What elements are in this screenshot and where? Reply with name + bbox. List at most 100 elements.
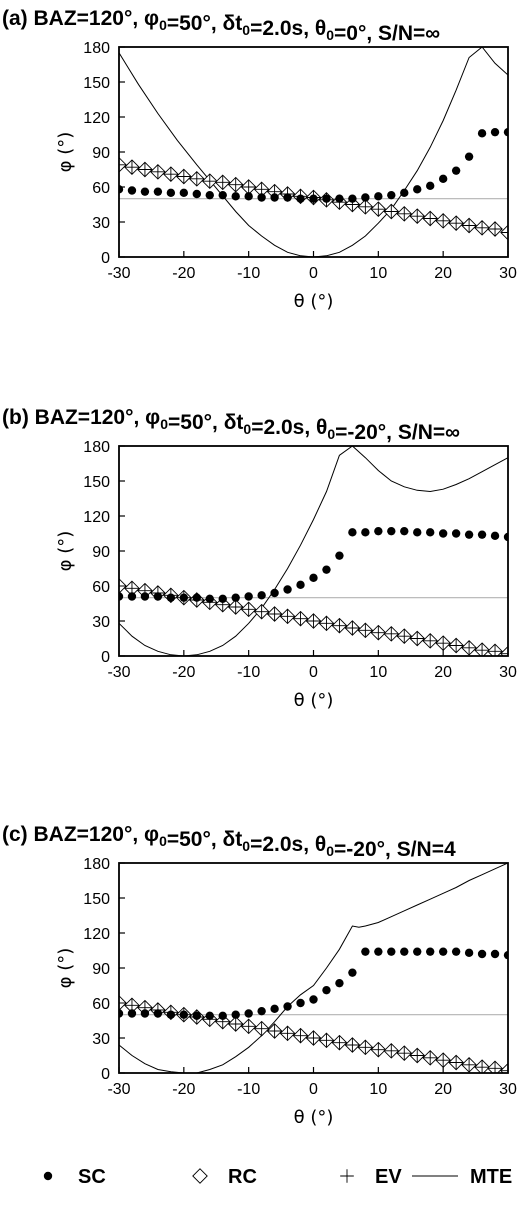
title-subscript: 0 (159, 833, 167, 849)
title-subscript: 0 (242, 838, 250, 854)
x-tick-label: 0 (309, 664, 318, 681)
ev-point (190, 172, 204, 186)
sc-point (166, 188, 176, 198)
plot-data (119, 446, 508, 656)
sc-point (231, 192, 240, 201)
title-segment: =50°, δt (167, 12, 242, 35)
x-axis-label: θ (°) (294, 291, 334, 312)
ev-point (423, 634, 437, 648)
y-axis-label: φ (°) (55, 531, 76, 572)
x-tick-label: -10 (237, 265, 260, 282)
sc-point (296, 998, 305, 1008)
sc-point (309, 194, 318, 203)
title-segment: =50°, δt (168, 411, 243, 434)
sc-point (477, 530, 487, 539)
sc-point (244, 592, 253, 601)
ev-point (119, 158, 126, 172)
sc-point (387, 526, 396, 536)
legend-item-mte: MTE (412, 1166, 512, 1188)
x-tick-label: -30 (107, 265, 130, 282)
sc-point (296, 580, 305, 590)
y-tick-label: 90 (92, 961, 110, 978)
y-tick-label: 60 (92, 996, 110, 1013)
title-segment: =50°, δt (167, 828, 242, 851)
x-tick-label: -10 (237, 1081, 260, 1098)
sc-point (400, 526, 409, 536)
chart-panels: (a) BAZ=120°, φ0=50°, δt0=2.0s, θ0=0°, S… (2, 7, 517, 1128)
plot-frame (118, 46, 509, 258)
x-tick-label: 0 (309, 1081, 318, 1098)
sc-point (503, 127, 508, 137)
sc-point (451, 166, 461, 175)
sc-point (400, 188, 409, 198)
ev-point (319, 616, 334, 631)
sc-point (283, 1002, 292, 1011)
ev-point (125, 160, 139, 174)
title-segment: =2.0s, θ (251, 416, 327, 439)
sc-point (374, 947, 383, 956)
title-segment: (a) BAZ=120°, φ (2, 7, 159, 30)
x-axis-label: θ (°) (294, 690, 334, 711)
ev-point (280, 1026, 295, 1041)
ev-point (475, 221, 489, 235)
sc-point (244, 192, 253, 201)
y-tick-label: 120 (83, 509, 110, 526)
mte-line (119, 863, 508, 1073)
y-tick-label: 30 (92, 614, 110, 631)
ev-point (228, 600, 243, 614)
y-tick-label: 30 (92, 1031, 110, 1048)
ev-point (462, 218, 476, 233)
title-subscript: 0 (326, 27, 334, 43)
sc-point (166, 1010, 176, 1019)
sc-point (166, 593, 176, 602)
x-tick-label: 30 (499, 664, 517, 681)
sc-point (335, 194, 344, 203)
sc-point (270, 1004, 279, 1014)
sc-point (503, 532, 508, 542)
ev-point (397, 207, 412, 221)
sc-point (257, 1006, 266, 1016)
ev-point (436, 636, 450, 650)
sc-point (283, 585, 292, 594)
mte-line (119, 446, 508, 656)
title-segment: =-20°, S/N=4 (334, 838, 456, 861)
ev-point (501, 1063, 508, 1073)
sc-point (464, 530, 474, 539)
ev-point (462, 1058, 476, 1072)
x-tick-label: 30 (499, 265, 517, 282)
legend-marker (340, 1169, 354, 1183)
ev-point (423, 1051, 437, 1065)
sc-point (205, 594, 214, 604)
ev-point (436, 214, 450, 228)
y-tick-label: 180 (83, 439, 110, 456)
plot-frame (118, 445, 509, 657)
ev-point (319, 1033, 334, 1048)
y-tick-label: 0 (101, 649, 110, 666)
x-tick-label: -20 (172, 265, 195, 282)
sc-point (119, 592, 124, 601)
ev-point (449, 1055, 463, 1070)
x-tick-label: 10 (369, 1081, 387, 1098)
title-segment: (c) BAZ=120°, φ (2, 823, 159, 846)
x-tick-label: -30 (107, 664, 130, 681)
sc-point (127, 1009, 137, 1018)
ev-point (280, 609, 295, 624)
y-axis-label: φ (°) (55, 948, 76, 989)
sc-point (218, 1011, 227, 1021)
sc-point (361, 193, 370, 202)
sc-point (361, 947, 370, 956)
y-tick-label: 150 (83, 75, 110, 92)
sc-point (464, 152, 474, 161)
sc-point (438, 947, 448, 956)
ev-point (475, 643, 489, 656)
title-segment: (b) BAZ=120°, φ (2, 406, 160, 429)
sc-point (490, 531, 500, 541)
ev-point (241, 180, 256, 194)
ev-point (345, 621, 360, 635)
sc-point (413, 528, 422, 537)
y-tick-label: 120 (83, 110, 110, 127)
sc-point (218, 594, 227, 604)
chart-panel-c: (c) BAZ=120°, φ0=50°, δt0=2.0s, θ0=-20°,… (2, 823, 517, 1128)
sc-point (413, 947, 422, 956)
ev-point (462, 641, 476, 655)
